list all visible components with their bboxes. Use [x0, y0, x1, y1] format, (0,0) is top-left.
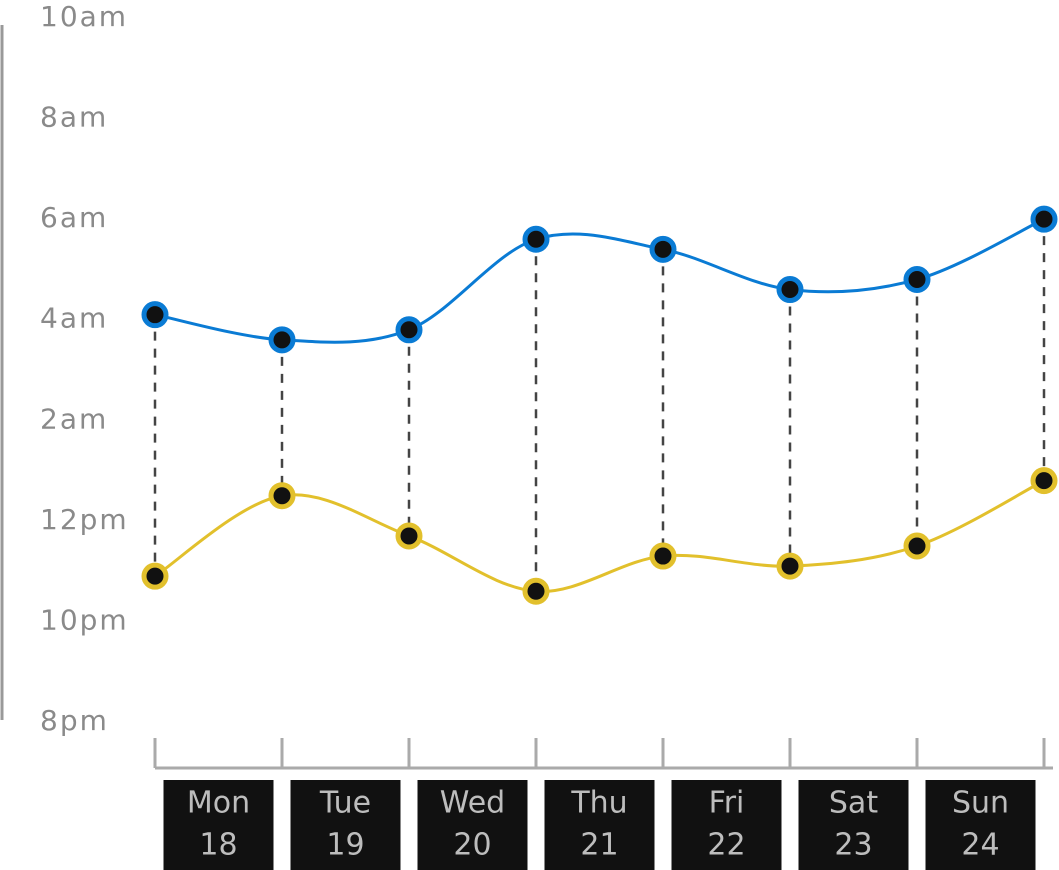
point	[268, 482, 296, 510]
day-date: 24	[961, 828, 999, 863]
day-date: 22	[707, 828, 745, 863]
y-tick-label: 10am	[40, 0, 128, 33]
point	[1030, 467, 1058, 495]
point	[141, 562, 169, 590]
day-box	[290, 780, 401, 870]
y-tick-label: 4am	[40, 302, 108, 335]
y-tick-label: 10pm	[40, 603, 129, 636]
point	[522, 225, 550, 253]
point	[268, 326, 296, 354]
y-tick-label: 8am	[40, 101, 108, 134]
point	[903, 532, 931, 560]
point	[649, 542, 677, 570]
day-box	[544, 780, 655, 870]
point	[649, 235, 677, 263]
day-date: 23	[834, 828, 872, 863]
day-name: Thu	[570, 786, 627, 821]
day-box	[163, 780, 274, 870]
day-name: Tue	[319, 786, 371, 821]
day-box	[798, 780, 909, 870]
point	[903, 265, 931, 293]
day-box	[671, 780, 782, 870]
y-tick-label: 2am	[40, 402, 108, 435]
day-name: Sat	[829, 786, 878, 821]
point	[776, 552, 804, 580]
y-tick-label: 6am	[40, 201, 108, 234]
day-date: 19	[326, 828, 364, 863]
day-date: 21	[580, 828, 618, 863]
day-name: Wed	[440, 786, 505, 821]
series-line	[154, 217, 1045, 344]
point	[522, 577, 550, 605]
day-name: Sun	[952, 786, 1009, 821]
point	[776, 276, 804, 304]
point	[395, 522, 423, 550]
day-date: 20	[453, 828, 491, 863]
point	[141, 301, 169, 329]
day-date: 18	[199, 828, 237, 863]
day-box	[417, 780, 528, 870]
day-name: Mon	[187, 786, 250, 821]
point	[1030, 205, 1058, 233]
y-tick-label: 12pm	[40, 503, 129, 536]
point	[395, 316, 423, 344]
day-name: Fri	[709, 786, 745, 821]
day-box	[925, 780, 1036, 870]
y-tick-label: 8pm	[40, 704, 109, 737]
